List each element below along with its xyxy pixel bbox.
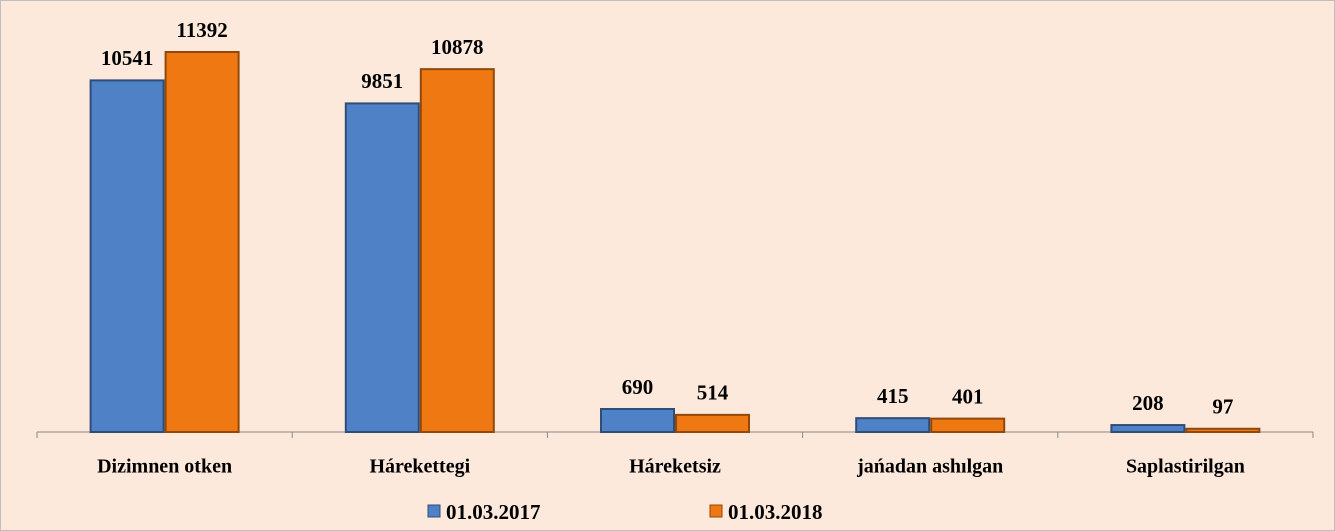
bar [89,79,165,433]
data-label: 97 [1212,395,1233,419]
x-tick-label: Hárekettegi [369,456,470,478]
data-label: 514 [697,381,729,405]
legend-label: 01.03.2018 [728,500,823,524]
legend-swatch [427,504,441,518]
data-label: 11392 [176,18,227,42]
legend-swatch [709,504,723,518]
bar [855,417,931,433]
x-tick-label: Dizimnen otken [97,456,232,478]
legend-label: 01.03.2017 [446,500,541,524]
data-label: 208 [1132,391,1164,415]
bar [1110,424,1186,434]
data-label: 415 [877,384,909,408]
bar [930,417,1006,433]
data-label: 10878 [431,35,484,59]
bar [675,413,750,434]
x-tick-label: Háreketsiz [629,456,721,478]
x-tick-label: jańadan ashılgan [856,456,1003,478]
x-tick-label: Saplastirilgan [1126,456,1245,478]
bar [1185,427,1261,434]
data-label: 401 [952,384,984,408]
data-label: 10541 [101,46,154,70]
bar [164,51,240,433]
bar [600,407,675,434]
bar [419,68,495,434]
data-label: 690 [622,375,654,399]
data-label: 9851 [361,69,403,93]
bar [344,102,420,433]
